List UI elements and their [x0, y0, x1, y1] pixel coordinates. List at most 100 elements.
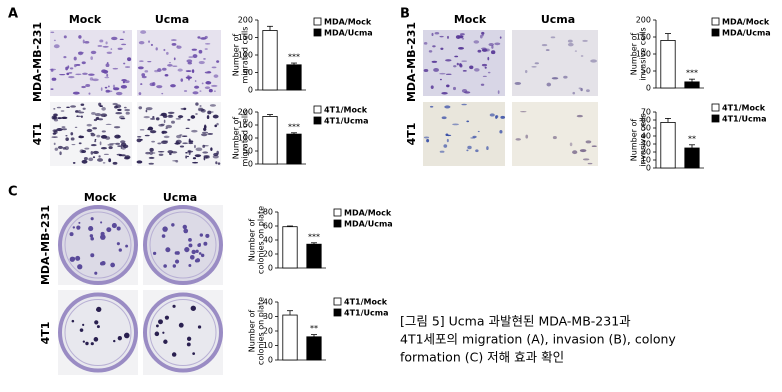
cell: [122, 144, 129, 149]
colony: [118, 248, 122, 252]
cell: [185, 151, 188, 154]
cell: [190, 115, 196, 119]
cell: [65, 66, 69, 71]
cell: [97, 158, 103, 162]
cell: [51, 136, 58, 138]
cell: [52, 116, 58, 120]
cell: [54, 147, 59, 151]
bar: [660, 40, 676, 89]
colony: [171, 352, 177, 357]
cell: [72, 91, 80, 95]
y-tick-label: 60: [641, 116, 651, 125]
cell: [187, 62, 193, 65]
cell: [119, 38, 124, 40]
colony: [174, 259, 180, 264]
cell: [585, 140, 592, 144]
column-label: Ucma: [163, 191, 197, 204]
cell: [439, 150, 445, 153]
cell: [100, 147, 107, 150]
plate: [58, 205, 138, 285]
cell: [160, 123, 165, 126]
cell: [567, 42, 574, 47]
cell: [499, 36, 502, 39]
cell: [145, 109, 148, 113]
cell: [83, 156, 88, 161]
cell: [78, 135, 85, 139]
micrograph: [136, 102, 221, 166]
y-axis-label: migrated cells: [241, 110, 250, 167]
cell: [61, 128, 67, 131]
cell: [152, 81, 156, 86]
colony: [100, 231, 105, 236]
colony: [200, 253, 205, 258]
cell: [69, 67, 74, 70]
caption-line: formation (C) 저해 효과 확인: [400, 350, 564, 365]
cell: [188, 138, 191, 143]
cell: [519, 110, 527, 113]
colony: [158, 319, 163, 325]
cell: [64, 146, 69, 151]
cell: [569, 142, 573, 147]
y-tick-label: 20: [263, 250, 273, 259]
y-tick-label: 150: [238, 121, 253, 130]
cell: [176, 134, 182, 139]
cell: [460, 33, 465, 36]
y-axis-label: Number of: [248, 310, 257, 353]
significance: ***: [686, 69, 698, 78]
colony: [76, 225, 81, 230]
y-tick-label: 0: [268, 264, 273, 273]
cell: [188, 141, 194, 145]
cell: [176, 45, 182, 49]
cell: [150, 118, 156, 120]
cell: [541, 44, 548, 47]
colony: [205, 233, 210, 238]
cell: [78, 35, 82, 39]
colony: [78, 221, 81, 224]
cell: [203, 58, 206, 60]
cell: [441, 116, 447, 120]
legend-swatch: [333, 219, 342, 228]
y-tick-label: 40: [641, 132, 651, 141]
y-axis-label: Number of: [232, 117, 241, 160]
cell: [70, 132, 74, 136]
colony: [116, 226, 121, 231]
colony: [188, 243, 193, 248]
cell: [109, 143, 116, 145]
micrograph: [50, 102, 132, 166]
cell: [145, 107, 153, 111]
y-tick-label: 20: [641, 148, 651, 157]
cell: [70, 137, 75, 141]
colony: [189, 255, 195, 260]
y-axis-label: migrated cells: [241, 27, 250, 84]
cell: [458, 46, 464, 50]
cell: [137, 135, 142, 138]
panel-label: A: [8, 7, 18, 22]
cell: [102, 45, 109, 48]
cell: [117, 108, 122, 112]
cell: [439, 72, 446, 75]
cell: [202, 151, 209, 154]
cell: [216, 60, 220, 63]
cell: [107, 85, 110, 88]
cell: [481, 63, 488, 67]
colony: [110, 262, 116, 268]
cell: [524, 69, 528, 74]
cell: [98, 155, 101, 158]
cell: [445, 134, 452, 137]
cell: [90, 56, 93, 61]
colony: [184, 246, 190, 253]
cell: [141, 75, 147, 79]
cell: [213, 90, 216, 92]
y-tick-label: 200: [238, 16, 253, 25]
cell: [163, 119, 166, 124]
cell: [104, 76, 110, 79]
cell: [439, 78, 442, 81]
cell: [161, 92, 164, 95]
cell: [203, 156, 206, 161]
cell: [90, 133, 96, 137]
colony: [82, 340, 85, 343]
significance: ***: [288, 122, 300, 131]
bar: [262, 30, 278, 91]
cell: [574, 50, 577, 52]
cell: [50, 31, 55, 34]
